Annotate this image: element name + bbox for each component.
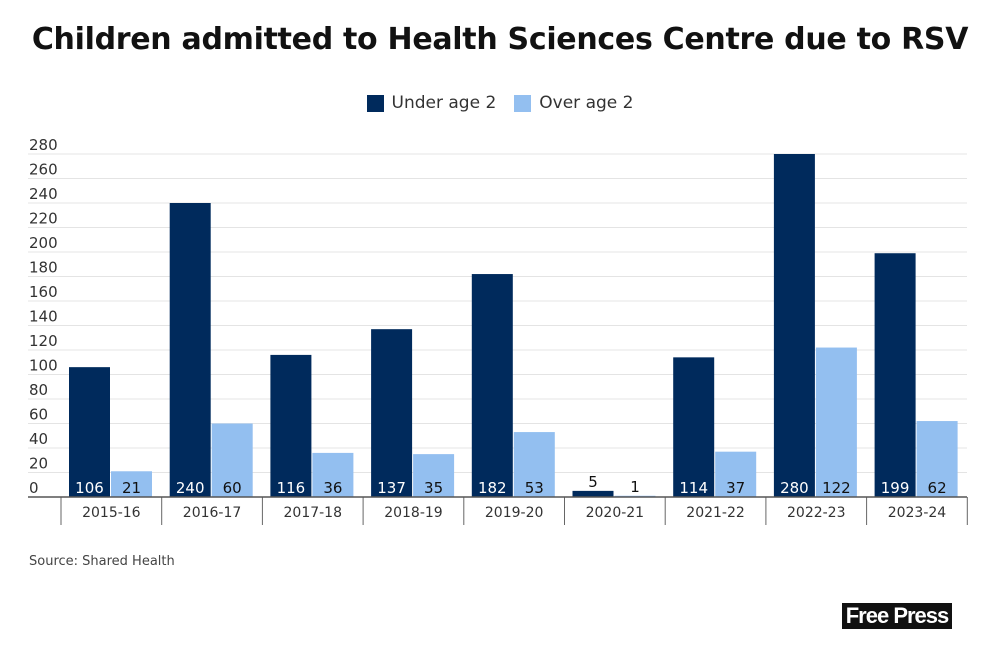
bar-over-2 xyxy=(211,423,253,497)
y-tick-label: 260 xyxy=(29,161,58,179)
x-tick-label: 2016-17 xyxy=(183,505,242,521)
data-label: 21 xyxy=(122,479,141,497)
y-tick-label: 100 xyxy=(29,357,58,375)
bar-over-2 xyxy=(312,452,354,497)
legend-item-under-2: Under age 2 xyxy=(366,93,497,113)
bar-under-2 xyxy=(773,154,815,497)
bar-under-2 xyxy=(572,490,614,497)
y-tick-label: 80 xyxy=(29,381,48,399)
bar-under-2 xyxy=(471,274,513,497)
data-label: 240 xyxy=(176,479,205,497)
data-label: 116 xyxy=(277,479,306,497)
bar-under-2 xyxy=(169,203,211,497)
y-tick-label: 180 xyxy=(29,259,58,277)
x-tick-label: 2015-16 xyxy=(82,505,141,521)
data-label: 280 xyxy=(780,479,809,497)
x-tick-label: 2023-24 xyxy=(888,505,947,521)
y-tick-label: 40 xyxy=(29,430,48,448)
data-label: 35 xyxy=(424,479,443,497)
bar-over-2 xyxy=(111,471,152,497)
bar-under-2 xyxy=(371,329,413,497)
y-tick-label: 20 xyxy=(29,455,48,473)
chart-title: Children admitted to Health Sciences Cen… xyxy=(31,22,969,57)
data-label: 137 xyxy=(377,479,406,497)
y-tick-label: 0 xyxy=(29,479,39,497)
free-press-logo: Free Press xyxy=(842,603,952,629)
y-tick-label: 200 xyxy=(29,234,58,252)
x-tick-label: 2022-23 xyxy=(787,505,846,521)
bar-under-2 xyxy=(874,253,916,497)
y-tick-label: 220 xyxy=(29,210,58,228)
source-note: Source: Shared Health xyxy=(29,554,175,569)
y-tick-label: 140 xyxy=(29,308,58,326)
bar-over-2 xyxy=(715,451,757,497)
legend-label-under-2: Under age 2 xyxy=(391,93,497,113)
data-label: 36 xyxy=(323,479,342,497)
x-tick-label: 2020-21 xyxy=(586,505,645,521)
data-label: 5 xyxy=(588,473,598,491)
data-label: 122 xyxy=(822,479,851,497)
data-label: 62 xyxy=(928,479,947,497)
data-label: 182 xyxy=(478,479,507,497)
legend: Under age 2 Over age 2 xyxy=(0,93,1000,113)
y-tick-label: 240 xyxy=(29,185,58,203)
bar-over-2 xyxy=(513,432,555,497)
y-tick-label: 120 xyxy=(29,332,58,350)
legend-item-over-2: Over age 2 xyxy=(514,93,633,113)
bar-under-2 xyxy=(270,354,312,497)
data-label: 199 xyxy=(881,479,910,497)
x-tick-label: 2019-20 xyxy=(485,505,544,521)
y-tick-label: 160 xyxy=(29,283,58,301)
legend-swatch-over-2 xyxy=(514,94,532,112)
data-label: 106 xyxy=(75,479,104,497)
y-tick-label: 60 xyxy=(29,406,48,424)
bar-over-2 xyxy=(916,421,958,497)
data-label: 53 xyxy=(525,479,544,497)
data-label: 1 xyxy=(630,478,640,496)
bar-over-2 xyxy=(413,454,455,497)
y-tick-label: 280 xyxy=(29,136,58,154)
bar-under-2 xyxy=(69,367,110,497)
bar-over-2 xyxy=(815,347,857,497)
data-label: 37 xyxy=(726,479,745,497)
legend-swatch-under-2 xyxy=(366,94,384,112)
x-tick-label: 2017-18 xyxy=(284,505,343,521)
data-label: 60 xyxy=(223,479,242,497)
data-label: 114 xyxy=(679,479,708,497)
x-tick-label: 2021-22 xyxy=(686,505,745,521)
x-tick-label: 2018-19 xyxy=(384,505,443,521)
bar-under-2 xyxy=(673,357,715,497)
legend-label-over-2: Over age 2 xyxy=(539,93,634,113)
